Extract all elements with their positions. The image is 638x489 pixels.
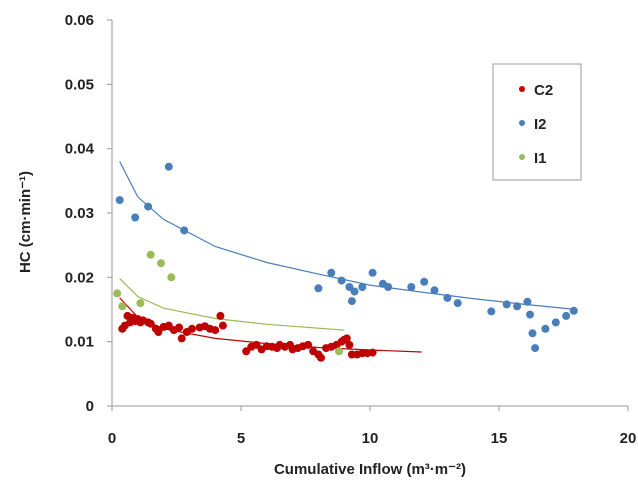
y-tick-label: 0.03 [65, 205, 94, 222]
y-tick-label: 0 [86, 398, 94, 415]
point-i2 [180, 226, 189, 235]
trendline-i1 [119, 278, 345, 331]
point-i2 [531, 344, 540, 353]
point-i2 [368, 268, 377, 277]
point-i2 [420, 277, 429, 286]
point-i1 [157, 259, 165, 268]
legend-marker-i1 [519, 154, 525, 160]
point-i2 [337, 276, 346, 285]
point-i2 [502, 300, 511, 309]
point-i1 [335, 347, 343, 356]
point-i2 [513, 302, 522, 311]
point-c2 [216, 311, 225, 320]
point-c2 [345, 340, 354, 349]
point-c2 [368, 348, 377, 357]
legend-label-c2: C2 [534, 82, 553, 99]
point-i2 [523, 297, 532, 306]
axes: 0 5 10 15 20 0 0.01 0.02 0.03 0.04 0.05 0.06 [65, 12, 637, 447]
point-c2 [188, 324, 196, 333]
point-i2 [487, 307, 496, 316]
point-i2 [526, 310, 534, 319]
x-tick-label: 15 [491, 430, 508, 447]
point-i2 [407, 283, 416, 291]
point-i2 [144, 202, 153, 211]
legend: C2 I2 I1 [492, 63, 582, 181]
y-tick-label: 0.02 [65, 269, 94, 286]
point-i2 [164, 162, 173, 171]
trendlines [119, 161, 577, 353]
legend-label-i1: I1 [534, 150, 547, 167]
point-i1 [146, 250, 155, 259]
trendline-i2 [119, 161, 577, 311]
legend-box [492, 63, 582, 181]
point-i2 [347, 297, 356, 306]
point-i2 [131, 213, 140, 222]
x-tick-label: 5 [237, 430, 245, 447]
y-tick-label: 0.05 [65, 76, 94, 93]
point-i2 [314, 284, 323, 293]
legend-marker-c2 [519, 86, 525, 92]
point-i2 [327, 268, 336, 277]
point-i2 [350, 287, 359, 296]
point-i1 [167, 273, 176, 282]
point-i2 [551, 318, 560, 327]
point-i2 [528, 329, 537, 338]
x-tick-label: 20 [620, 430, 637, 447]
y-axis-title: HC (cm·min⁻¹) [17, 171, 34, 273]
x-tick-label: 10 [362, 430, 379, 447]
point-c2 [304, 340, 313, 349]
point-i2 [384, 283, 393, 291]
point-i1 [118, 302, 127, 311]
point-i2 [358, 283, 367, 291]
point-c2 [211, 326, 220, 335]
point-i2 [443, 293, 452, 302]
point-i1 [113, 289, 122, 298]
data-points [113, 162, 578, 362]
point-c2 [175, 323, 184, 332]
point-i2 [562, 311, 571, 320]
legend-marker-i2 [519, 120, 525, 126]
point-i2 [541, 324, 550, 333]
point-i2 [430, 286, 439, 295]
point-i2 [569, 306, 578, 315]
point-i1 [136, 299, 145, 308]
y-tick-label: 0.01 [65, 334, 94, 351]
point-c2 [317, 353, 325, 362]
point-c2 [177, 334, 186, 343]
point-i2 [453, 299, 462, 308]
x-tick-label: 0 [108, 430, 116, 447]
x-axis-title: Cumulative Inflow (m³·m⁻²) [274, 461, 466, 478]
point-c2 [342, 334, 351, 343]
point-c2 [154, 328, 163, 336]
point-c2 [146, 319, 155, 328]
y-tick-label: 0.06 [65, 12, 94, 29]
point-i2 [115, 196, 124, 205]
legend-label-i2: I2 [534, 116, 547, 133]
point-c2 [218, 321, 227, 330]
y-tick-label: 0.04 [65, 141, 95, 158]
